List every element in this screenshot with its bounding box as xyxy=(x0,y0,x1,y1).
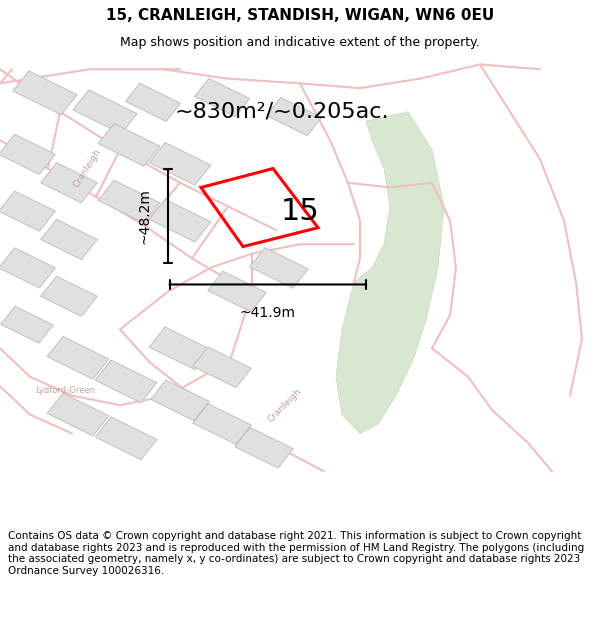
Text: ~48.2m: ~48.2m xyxy=(137,188,151,244)
Text: 15, CRANLEIGH, STANDISH, WIGAN, WN6 0EU: 15, CRANLEIGH, STANDISH, WIGAN, WN6 0EU xyxy=(106,8,494,23)
Polygon shape xyxy=(95,417,157,459)
Polygon shape xyxy=(194,79,250,117)
Polygon shape xyxy=(193,404,251,444)
Polygon shape xyxy=(41,276,97,316)
Polygon shape xyxy=(47,336,109,379)
Text: Contains OS data © Crown copyright and database right 2021. This information is : Contains OS data © Crown copyright and d… xyxy=(8,531,584,576)
Polygon shape xyxy=(41,219,97,259)
Polygon shape xyxy=(98,181,160,223)
Polygon shape xyxy=(73,90,137,134)
Polygon shape xyxy=(193,347,251,388)
Text: Cranleigh: Cranleigh xyxy=(71,148,103,189)
Polygon shape xyxy=(250,248,308,288)
Polygon shape xyxy=(336,112,444,434)
Polygon shape xyxy=(149,142,211,185)
Polygon shape xyxy=(208,271,266,312)
Polygon shape xyxy=(0,191,55,231)
Polygon shape xyxy=(13,71,77,115)
Polygon shape xyxy=(0,134,55,174)
Text: Lydford-Green: Lydford-Green xyxy=(35,386,95,396)
Polygon shape xyxy=(125,83,181,121)
Text: ~830m²/~0.205ac.: ~830m²/~0.205ac. xyxy=(175,102,389,122)
Polygon shape xyxy=(0,248,55,288)
Text: ~41.9m: ~41.9m xyxy=(240,306,296,320)
Polygon shape xyxy=(1,306,53,343)
Polygon shape xyxy=(151,380,209,421)
Polygon shape xyxy=(95,360,157,403)
Polygon shape xyxy=(235,428,293,468)
Polygon shape xyxy=(41,162,97,202)
Text: Map shows position and indicative extent of the property.: Map shows position and indicative extent… xyxy=(120,36,480,49)
Polygon shape xyxy=(98,124,160,166)
Text: Cranleigh: Cranleigh xyxy=(266,386,304,424)
Polygon shape xyxy=(149,199,211,242)
Polygon shape xyxy=(47,393,109,436)
Polygon shape xyxy=(266,98,322,136)
Polygon shape xyxy=(149,327,211,369)
Text: 15: 15 xyxy=(281,197,319,226)
